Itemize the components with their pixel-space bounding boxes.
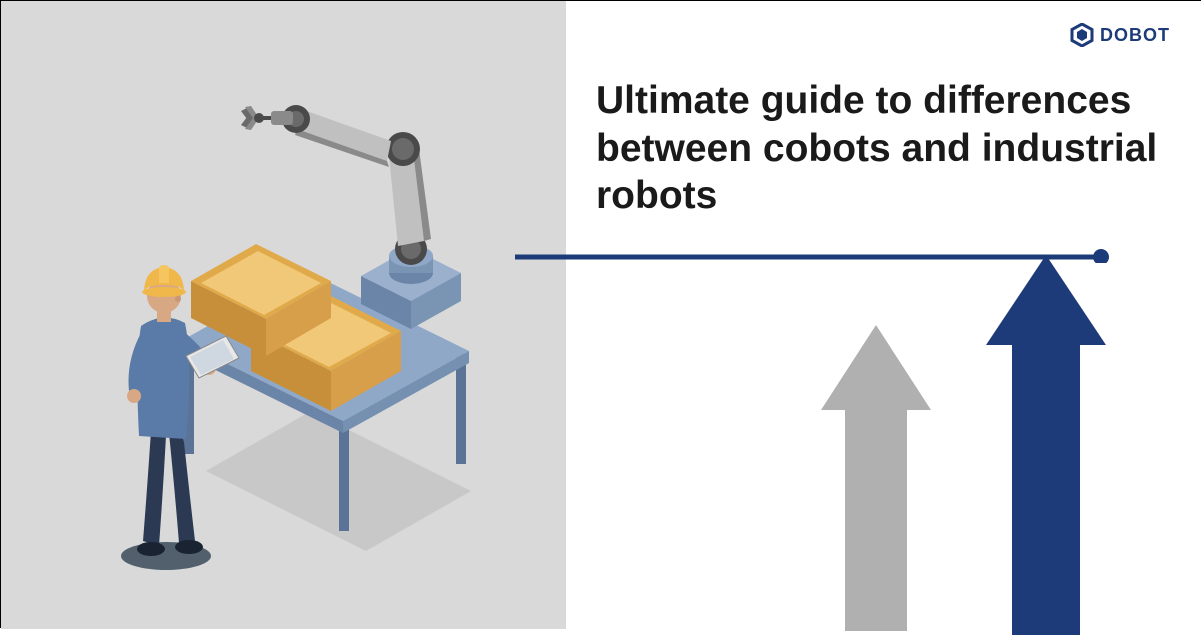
table-shadow	[206, 411, 471, 551]
table-leg	[339, 421, 349, 531]
logo-text: DOBOT	[1100, 25, 1170, 46]
brand-logo: DOBOT	[1070, 23, 1170, 47]
arrow-gray	[821, 325, 931, 631]
gripper-icon	[241, 106, 271, 130]
headline: Ultimate guide to differences between co…	[596, 77, 1166, 220]
table-leg	[456, 354, 466, 464]
logo-icon	[1070, 23, 1094, 47]
illustration	[71, 61, 511, 591]
arrow-blue	[986, 255, 1106, 635]
